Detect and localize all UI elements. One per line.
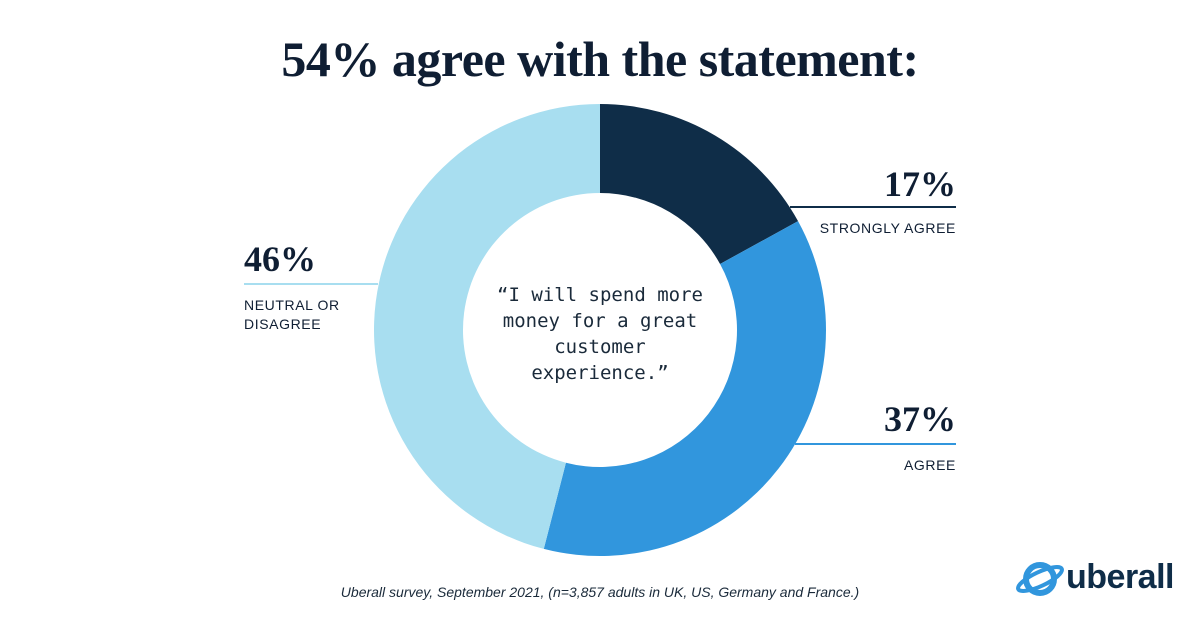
category-label: STRONGLY AGREE: [819, 220, 956, 236]
chart-title: 54% agree with the statement:: [281, 31, 919, 87]
value-label: 46%: [244, 239, 316, 279]
donut-slice: [600, 104, 799, 264]
logo: uberall: [1066, 558, 1174, 596]
category-label: AGREE: [903, 457, 956, 473]
value-label: 37%: [884, 399, 956, 439]
value-label: 17%: [884, 164, 956, 204]
donut-slice: [374, 104, 600, 549]
logo-icon: [1016, 562, 1064, 596]
category-label: NEUTRAL OR DISAGREE: [244, 297, 340, 332]
center-text: “I will spend more money for a great cus…: [497, 284, 703, 384]
source-note: Uberall survey, September 2021, (n=3,857…: [340, 584, 860, 600]
donut-slice: [543, 221, 826, 557]
